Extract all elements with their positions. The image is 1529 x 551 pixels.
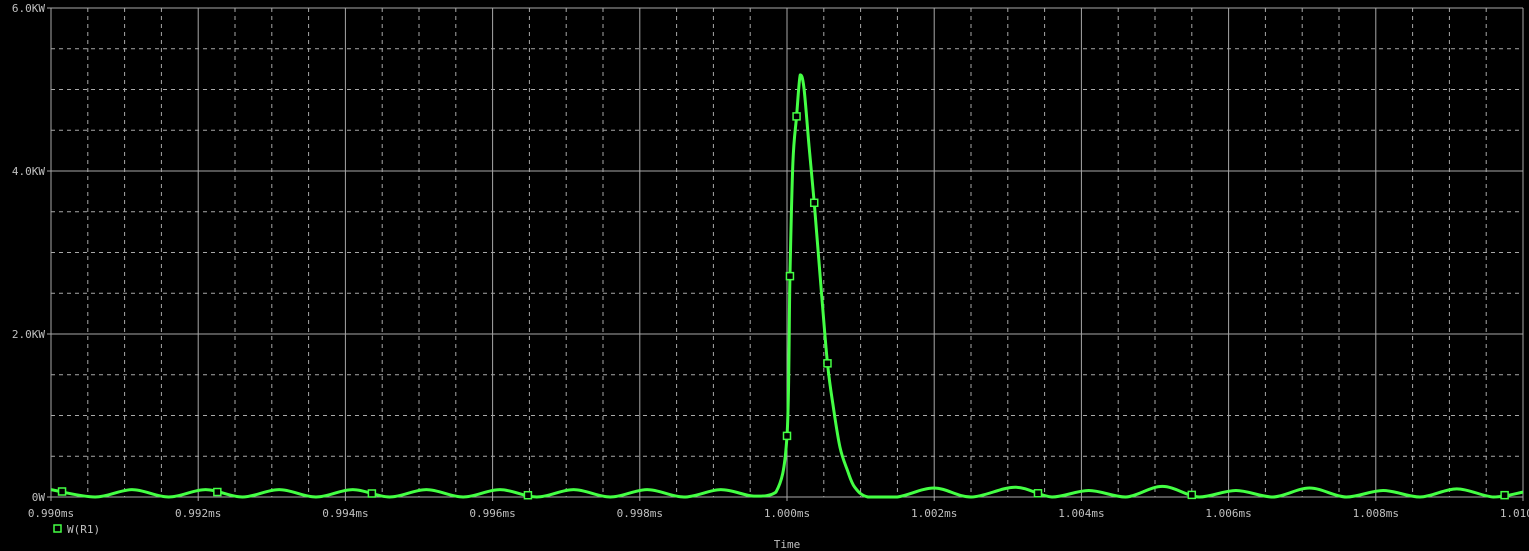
legend[interactable]: W(R1) bbox=[53, 523, 100, 536]
x-axis-ticks: 0.990ms 0.992ms 0.994ms 0.996ms 0.998ms 1.000… bbox=[28, 507, 1529, 520]
x-tick-label: 0.996ms bbox=[469, 507, 515, 520]
x-tick-label: 1.008ms bbox=[1353, 507, 1399, 520]
data-point-marker bbox=[523, 490, 533, 500]
series-markers bbox=[57, 112, 1509, 500]
x-tick-label: 1.010ms bbox=[1500, 507, 1529, 520]
x-tick-label: 1.006ms bbox=[1205, 507, 1251, 520]
data-point-marker bbox=[823, 359, 832, 368]
x-tick-label: 0.992ms bbox=[175, 507, 221, 520]
data-point-marker bbox=[1033, 489, 1043, 498]
data-point-marker bbox=[213, 487, 222, 497]
x-tick-label: 0.994ms bbox=[322, 507, 368, 520]
data-point-marker bbox=[1500, 490, 1509, 500]
data-point-marker bbox=[792, 112, 801, 121]
y-axis-ticks: 0W 2.0KW 4.0KW 6.0KW bbox=[12, 2, 45, 504]
data-point-marker bbox=[782, 431, 792, 441]
x-tick-label: 0.990ms bbox=[28, 507, 74, 520]
legend-marker-icon bbox=[53, 524, 62, 533]
x-tick-label: 1.000ms bbox=[764, 507, 810, 520]
x-tick-label: 1.002ms bbox=[911, 507, 957, 520]
data-point-marker bbox=[57, 487, 67, 496]
x-tick-label: 1.004ms bbox=[1058, 507, 1104, 520]
y-tick-label: 6.0KW bbox=[12, 2, 45, 15]
x-tick-label: 0.998ms bbox=[617, 507, 663, 520]
x-axis-label: Time bbox=[774, 538, 801, 551]
grid bbox=[47, 7, 1524, 501]
data-point-marker bbox=[809, 198, 819, 208]
y-tick-label: 2.0KW bbox=[12, 328, 45, 341]
legend-label[interactable]: W(R1) bbox=[67, 523, 100, 536]
series-line-w-r1 bbox=[50, 73, 1524, 499]
data-point-marker bbox=[785, 271, 795, 281]
data-point-marker bbox=[1187, 490, 1197, 500]
y-tick-label: 4.0KW bbox=[12, 165, 45, 178]
data-point-marker bbox=[367, 489, 377, 498]
y-tick-label: 0W bbox=[32, 491, 46, 504]
